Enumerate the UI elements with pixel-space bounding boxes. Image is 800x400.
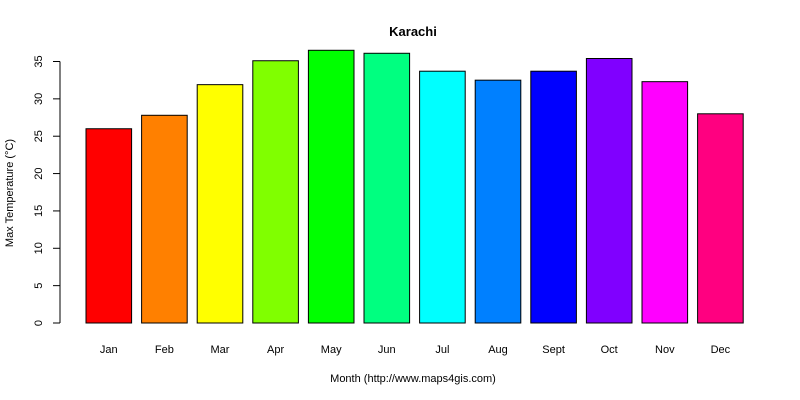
y-tick-label: 5 [33,283,45,289]
bar-jun [363,52,411,324]
bar-sept [530,70,577,324]
y-axis-label: Max Temperature (°C) [4,139,16,247]
y-tick-label: 20 [33,167,45,179]
bar-may [307,49,355,324]
bar-jul [419,70,466,324]
y-tick-label: 30 [33,93,45,105]
bar-nov [641,81,689,324]
bar-dec [697,113,744,324]
y-axis: 0 5 10 15 20 25 30 35 [33,55,61,326]
bars-group [85,49,744,324]
bar-mar [196,84,244,324]
x-tick-label: Oct [601,344,618,356]
bar-oct [585,58,633,324]
x-tick-label: Sept [542,344,565,356]
x-tick-label: Jan [100,344,118,356]
y-tick-label: 35 [33,55,45,67]
x-tick-label: Dec [711,344,731,356]
x-axis-label: Month (http://www.maps4gis.com) [330,373,496,385]
x-tick-label: May [321,344,342,356]
chart-title: Karachi [389,24,437,39]
x-tick-labels: Jan Feb Mar Apr May Jun Jul Aug Sept Oct Nov Dec [100,344,731,356]
y-tick-label: 15 [33,205,45,217]
bar-jan [85,128,133,324]
x-tick-label: Aug [488,344,508,356]
y-tick-label: 25 [33,130,45,142]
x-tick-label: Feb [155,344,174,356]
y-tick-label: 10 [33,242,45,254]
x-tick-label: Jul [435,344,449,356]
bar-aug [474,79,522,324]
y-tick-label: 0 [33,320,45,326]
bar-apr [252,60,299,324]
bar-feb [141,114,188,324]
x-tick-label: Apr [267,344,284,356]
x-tick-label: Nov [655,344,675,356]
x-tick-label: Mar [211,344,230,356]
x-tick-label: Jun [378,344,396,356]
